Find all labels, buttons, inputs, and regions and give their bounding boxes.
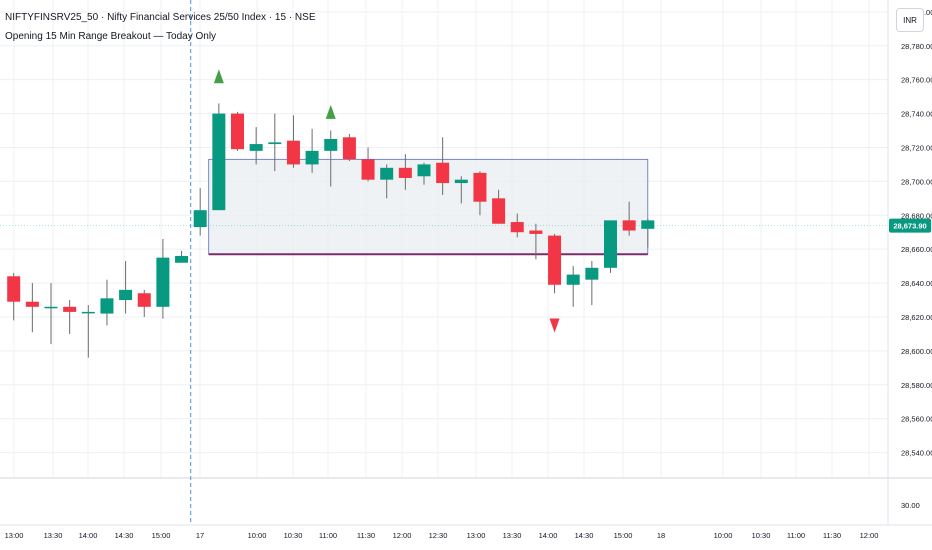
y-tick-label: 28,600.00 xyxy=(901,347,932,356)
y-tick-label: 28,720.00 xyxy=(901,143,932,152)
candle-body xyxy=(604,220,617,268)
candle-body xyxy=(25,301,39,307)
x-tick-label: 11:30 xyxy=(357,531,375,540)
candle-body xyxy=(342,137,356,160)
candle-body xyxy=(212,113,226,211)
x-tick-label: 14:00 xyxy=(79,531,98,540)
x-tick-label: 10:30 xyxy=(752,531,771,540)
candle-body xyxy=(585,267,599,280)
y-tick-label: 28,680.00 xyxy=(901,211,932,220)
candle-body xyxy=(7,276,21,302)
x-tick-label: 11:30 xyxy=(823,531,841,540)
y-tick-label: 28,780.00 xyxy=(901,42,932,51)
buy-signal-marker xyxy=(213,69,224,84)
candle-body xyxy=(510,222,524,233)
x-tick-label: 17 xyxy=(196,531,204,540)
candle-body xyxy=(137,293,151,307)
candle-body xyxy=(566,274,580,285)
candle-body xyxy=(417,164,431,177)
x-tick-label: 10:00 xyxy=(248,531,267,540)
candle-body xyxy=(156,257,170,307)
y-tick-label: 28,620.00 xyxy=(901,313,932,322)
y-tick-label: 28,540.00 xyxy=(901,449,932,458)
x-tick-label: 18 xyxy=(657,531,665,540)
y-tick-label: 28,760.00 xyxy=(901,76,932,85)
candle-body xyxy=(231,113,244,150)
chart-title: NIFTYFINSRV25_50 · Nifty Financial Servi… xyxy=(5,12,316,23)
y-tick-label: 28,640.00 xyxy=(901,279,932,288)
x-tick-label: 10:00 xyxy=(714,531,733,540)
x-tick-label: 10:30 xyxy=(284,531,303,540)
x-tick-label: 12:00 xyxy=(393,531,412,540)
candle-body xyxy=(286,140,300,165)
candle-body xyxy=(492,198,506,224)
candle-body xyxy=(641,220,655,229)
candle-body xyxy=(548,235,562,285)
x-tick-label: 13:00 xyxy=(467,531,486,540)
buy-signal-marker xyxy=(325,104,336,119)
candle-body xyxy=(81,311,95,314)
x-tick-label: 13:30 xyxy=(44,531,63,540)
candle-body xyxy=(454,179,468,184)
currency-button[interactable]: INR xyxy=(896,8,924,32)
y-tick-label: 28,740.00 xyxy=(901,110,932,119)
y-tick-label: 28,560.00 xyxy=(901,415,932,424)
last-price-label: 28,673.90 xyxy=(893,222,926,231)
x-tick-label: 13:30 xyxy=(503,531,522,540)
y-tick-label: 28,580.00 xyxy=(901,381,932,390)
x-tick-label: 15:00 xyxy=(152,531,171,540)
x-tick-label: 14:00 xyxy=(539,531,558,540)
lower-pane-label: 30.00 xyxy=(901,501,920,510)
candle-body xyxy=(398,167,412,178)
candle-body xyxy=(63,306,77,312)
last-price-badge xyxy=(889,218,931,233)
candle-body xyxy=(529,230,543,234)
y-tick-label: 28,700.00 xyxy=(901,177,932,186)
candle-body xyxy=(361,159,375,180)
candle-body xyxy=(193,210,207,228)
candle-body xyxy=(473,172,487,202)
x-tick-label: 12:30 xyxy=(429,531,448,540)
candle-body xyxy=(44,306,58,309)
candle-body xyxy=(249,144,263,151)
x-tick-label: 14:30 xyxy=(575,531,594,540)
x-tick-label: 13:00 xyxy=(5,531,24,540)
indicator-label[interactable]: Opening 15 Min Range Breakout — Today On… xyxy=(5,31,217,42)
candle-body xyxy=(324,138,338,151)
x-tick-label: 12:00 xyxy=(860,531,879,540)
x-tick-label: 15:00 xyxy=(614,531,633,540)
candle-body xyxy=(380,167,394,180)
y-tick-label: 28,660.00 xyxy=(901,245,932,254)
candle-body xyxy=(622,220,636,231)
candle-body xyxy=(100,298,114,314)
x-tick-label: 14:30 xyxy=(115,531,134,540)
candle-body xyxy=(175,255,189,263)
candle-body xyxy=(305,150,319,165)
x-tick-label: 11:00 xyxy=(787,531,805,540)
candle-body xyxy=(436,162,450,184)
candle-body xyxy=(268,142,282,145)
candle-body xyxy=(119,289,133,301)
sell-signal-marker xyxy=(549,318,560,333)
x-tick-label: 11:00 xyxy=(319,531,337,540)
